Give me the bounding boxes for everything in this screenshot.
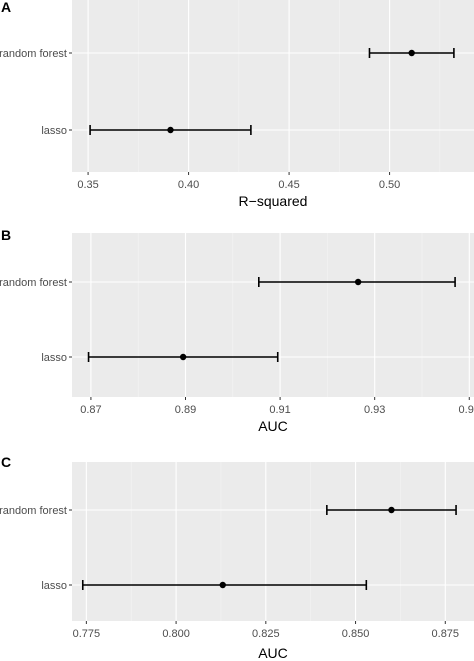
x-axis-title: R−squared [239, 193, 308, 209]
x-tick-label: 0.40 [178, 179, 199, 191]
y-tick-label: lasso [41, 352, 67, 364]
plot-background [72, 0, 474, 172]
y-tick-label: random forest [0, 48, 67, 60]
data-point [354, 278, 362, 286]
x-tick-label: 0.800 [162, 628, 190, 640]
y-tick-label: lasso [41, 125, 67, 137]
x-tick-label: 0.875 [432, 628, 460, 640]
x-tick-label: 0.775 [73, 628, 101, 640]
plot-background [72, 462, 474, 621]
plot-background [72, 233, 474, 397]
y-tick-label: random forest [0, 277, 67, 289]
panel-c: 0.775 0.800 0.825 0.850 0.875 random forest la… [0, 454, 474, 661]
panel-a: 0.35 0.40 0.45 0.50 random forest lasso R−squa… [0, 0, 474, 209]
panel-label: A [1, 0, 11, 15]
x-tick-label: 0.850 [342, 628, 370, 640]
y-tick-label: lasso [41, 580, 67, 592]
data-point [388, 506, 395, 514]
x-tick-label: 0.35 [77, 179, 98, 191]
x-tick-label: 0.825 [252, 628, 280, 640]
x-axis-title: AUC [258, 418, 288, 434]
panel-b: 0.87 0.89 0.91 0.93 0.95 random forest lasso AU… [0, 227, 474, 434]
data-point [219, 581, 226, 589]
data-point [408, 49, 415, 57]
panel-label: C [1, 454, 11, 470]
data-point [167, 126, 174, 134]
panel-label: B [1, 227, 11, 243]
x-axis-title: AUC [258, 645, 288, 661]
x-tick-label: 0.93 [364, 404, 385, 416]
x-tick-label: 0.45 [278, 179, 299, 191]
x-tick-label: 0.50 [379, 179, 400, 191]
y-tick-label: random forest [0, 505, 67, 517]
x-tick-label: 0.87 [80, 404, 101, 416]
x-tick-label: 0.95 [459, 404, 474, 416]
x-tick-label: 0.91 [269, 404, 290, 416]
x-tick-label: 0.89 [175, 404, 196, 416]
data-point [179, 353, 187, 361]
